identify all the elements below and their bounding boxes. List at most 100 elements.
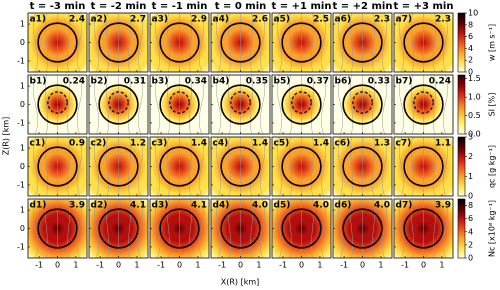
y-tick-label: 1 [20,20,25,29]
colorbar-tick-label: 4 [468,44,473,53]
colorbar-tick-label: 8 [468,20,473,29]
panel-value: 4.1 [130,201,146,211]
panel-value: 2.4 [69,15,85,25]
streamline [45,12,48,73]
x-tick-label: 0 [299,261,304,270]
x-tick-label: 1 [195,261,200,270]
streamline [381,12,388,73]
panel-label: b6) [335,77,352,87]
streamline [320,198,327,259]
streamline [93,136,100,197]
streamline [350,198,353,259]
panel-value: 0.37 [307,77,329,87]
x-tick-label: 0 [421,261,426,270]
y-tick-label: 0 [20,162,25,171]
streamline [311,198,314,259]
boundary-circle [159,22,200,63]
panel-value: 1.1 [435,139,451,149]
column-title: t = 0 min [215,1,267,12]
panel-label: b4) [213,77,230,87]
streamline [320,12,327,73]
streamline [198,74,205,135]
boundary-circle [220,208,261,249]
streamline [372,12,375,73]
streamline [250,198,253,259]
panel-label: b5) [274,77,291,87]
x-tick-label: -1 [340,261,348,270]
colorbar-tick-label: 8 [468,201,473,210]
streamline [350,12,353,73]
boundary-circle [37,208,78,249]
boundary-circle [98,208,139,249]
streamline [137,198,144,259]
streamline [93,198,100,259]
boundary-circle [403,146,444,187]
y-tick-label: -1 [17,242,25,251]
panel-value: 0.33 [368,77,390,87]
streamline [198,136,205,197]
colorbar-tick-label: 0 [468,68,473,77]
streamline [154,198,161,259]
panel-label: c2) [91,139,107,149]
contour [352,91,373,114]
colorbar-tick-label: 1.5 [468,74,481,83]
streamline [167,12,170,73]
y-tick-label: 0 [20,38,25,47]
streamline [320,136,327,197]
boundary-circle [403,22,444,63]
boundary-circle [220,84,261,125]
panel-label: c4) [213,139,229,149]
contour [413,91,434,114]
colorbar-tick-label: 0.0 [468,130,481,139]
streamline [215,12,222,73]
colorbar-tick-label: 2 [468,240,473,249]
streamline [189,136,192,197]
streamline [350,74,353,135]
panel-value: 1.4 [252,139,268,149]
panel-label: d7) [396,201,413,211]
boundary-circle [98,84,139,125]
streamline [433,198,436,259]
column-title: t = -3 min [30,1,86,12]
streamline [215,198,222,259]
panel-label: c3) [152,139,168,149]
panel-label: c6) [335,139,351,149]
x-tick-label: 1 [317,261,322,270]
streamline [106,12,109,73]
streamline [372,198,375,259]
y-tick-label: -1 [17,56,25,65]
streamline [442,74,449,135]
streamline [215,136,222,197]
boundary-circle [281,208,322,249]
boundary-circle [403,208,444,249]
colorbar-tick-label: 3 [468,133,473,142]
streamline [128,12,131,73]
streamline [32,198,39,259]
colorbar-tick-label: 0.5 [468,111,481,120]
panel-value: 0.31 [124,77,146,87]
streamline [198,198,205,259]
streamline [289,198,292,259]
x-tick-label: -1 [279,261,287,270]
panel-label: a6) [335,15,351,25]
streamline [93,12,100,73]
streamline [381,198,388,259]
streamline [128,74,131,135]
streamline [67,198,70,259]
colorbar-tick-label: 4 [468,227,473,236]
streamline [32,136,39,197]
streamline [137,136,144,197]
colorbar [457,74,466,135]
panel-value: 1.3 [374,139,390,149]
streamline [259,198,266,259]
panel-label: b3) [152,77,169,87]
streamline [372,136,375,197]
column-title: t = +1 min [272,1,332,12]
colorbar-label: Nc [x10⁸ kg⁻¹] [488,200,497,257]
colorbar-tick-label: 0 [468,254,473,263]
streamline [167,74,170,135]
panel-label: d1) [30,201,47,211]
y-tick-label: 1 [20,144,25,153]
colorbar [457,198,466,259]
y-axis-label: Z(R) [km] [2,117,11,156]
